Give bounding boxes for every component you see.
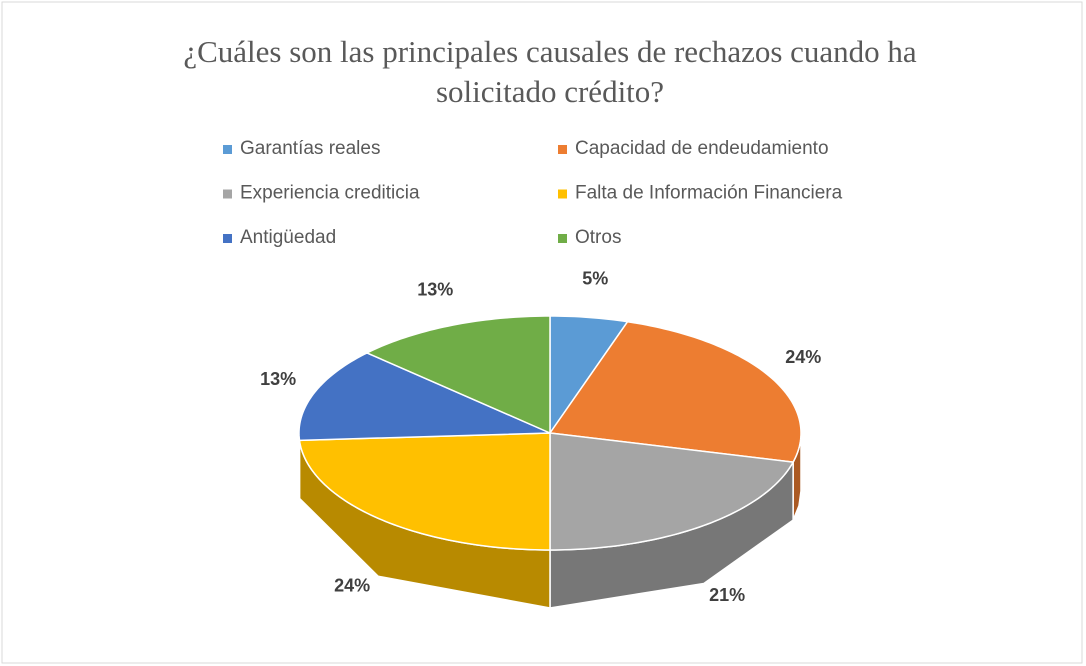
data-label: 13% [417,279,453,299]
data-label: 24% [334,575,370,595]
data-label: 21% [709,585,745,605]
legend-swatch [558,234,567,243]
data-label: 5% [582,269,608,289]
slice [549,315,629,436]
slice [549,432,795,551]
chart-title: ¿Cuáles son las principales causales de … [183,34,917,109]
data-label: 24% [785,347,821,367]
legend-swatch [223,189,232,199]
legend-label: Antigüedad [240,227,336,248]
slice [548,320,802,463]
legend-label: Capacidad de endeudamiento [575,138,829,159]
legend-swatch [223,145,232,154]
legend-label: Otros [575,227,621,248]
slice [365,315,551,435]
data-label: 13% [260,369,296,389]
legend-swatch [558,189,567,199]
legend-swatch [558,145,567,154]
legend-label: Falta de Información Financiera [575,183,843,204]
legend-label: Experiencia crediticia [240,183,420,204]
slice [298,432,551,551]
legend-swatch [223,234,232,243]
slice [298,352,551,442]
legend-label: Garantías reales [240,138,380,159]
